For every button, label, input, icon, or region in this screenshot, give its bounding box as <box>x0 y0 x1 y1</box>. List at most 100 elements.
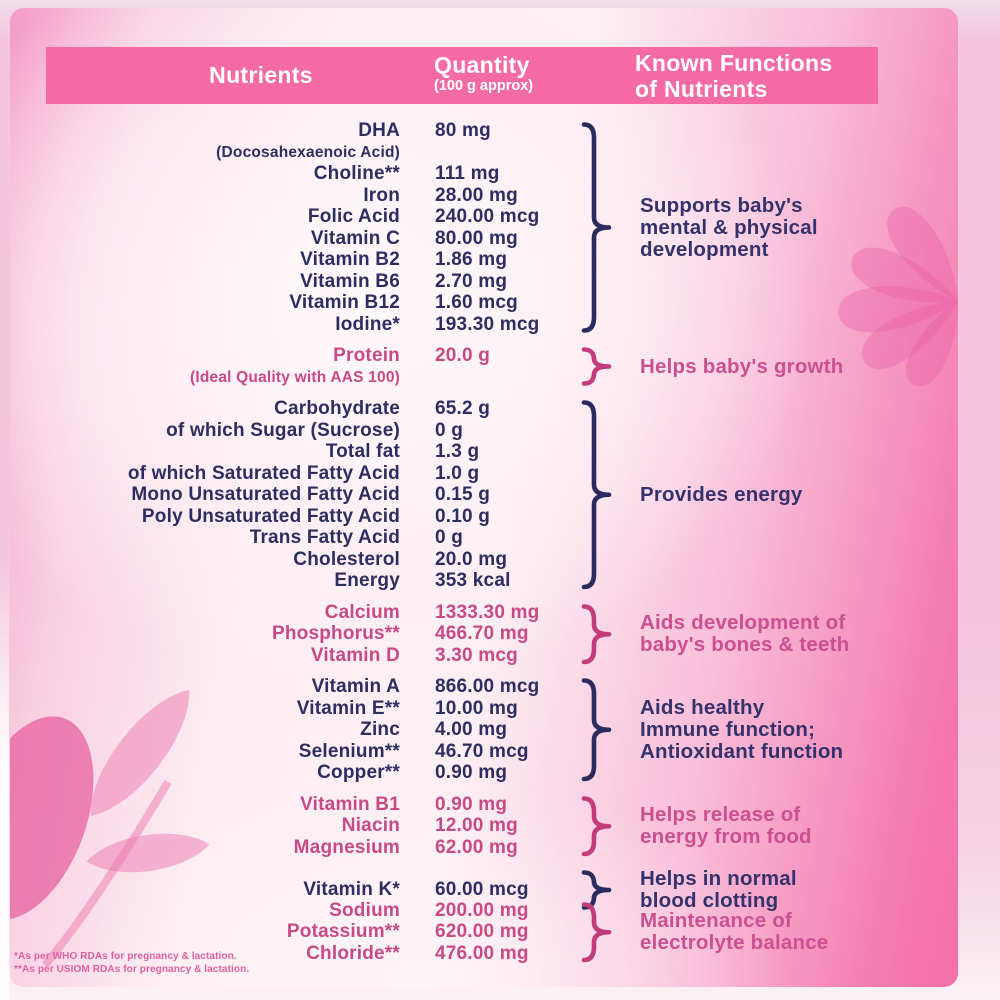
nutrient-name: Folic Acid <box>307 206 400 227</box>
nutrient-name: Vitamin E** <box>296 697 400 719</box>
nutrient-groups: DHA (Docosahexaenoic Acid) Choline** Iron Fo… <box>0 120 1000 964</box>
nutrient-qty: 80 mg <box>435 120 491 141</box>
nutrient-name: Copper** <box>317 762 400 783</box>
function-line: baby's bones & teeth <box>640 632 850 656</box>
nutrient-group: Calcium Phosphorus** Vitamin D 1333.30 mg 46… <box>0 602 1000 667</box>
nutrient-name: Niacin <box>341 815 400 836</box>
nutrient-qty: 0 g <box>435 419 464 441</box>
nutrient-group: Protein (Ideal Quality with AAS 100) 20.0 … <box>0 345 1000 388</box>
nutrient-qty: 0.10 g <box>435 505 491 527</box>
nutrient-qty: 240.00 mcg <box>435 206 540 227</box>
nutrient-group: DHA (Docosahexaenoic Acid) Choline** Iron Fo… <box>0 120 1000 335</box>
nutrient-qty-column: 866.00 mcg 10.00 mg 4.00 mg 46.70 mcg 0.90 m… <box>400 676 550 784</box>
nutrient-qty: 353 kcal <box>435 570 511 591</box>
nutrient-qty: 20.0 mg <box>435 548 508 570</box>
nutrient-qty: 0.90 mg <box>435 762 508 783</box>
nutrient-name: Protein <box>333 345 400 366</box>
nutrient-qty: 1.0 g <box>435 462 480 484</box>
nutrient-qty: 1.60 mcg <box>435 292 518 313</box>
nutrient-group: Carbohydrate of which Sugar (Sucrose) Tota… <box>0 398 1000 592</box>
nutrient-name-column: Carbohydrate of which Sugar (Sucrose) Tota… <box>0 398 400 592</box>
function-line: blood clotting <box>640 889 779 912</box>
nutrient-name: Iodine* <box>335 313 400 335</box>
nutrient-name: Iron <box>363 184 400 206</box>
brace-cell <box>550 901 625 962</box>
nutrient-name: Total fat <box>325 441 400 462</box>
header-functions-line2: of Nutrients <box>635 76 768 102</box>
header-quantity-basis: (100 g approx) <box>434 78 534 94</box>
nutrient-group: Vitamin A Vitamin E** Zinc Selenium** Copper… <box>0 676 1000 784</box>
header-quantity-label: Quantity <box>434 52 530 78</box>
function-text: Helps release of energy from food <box>625 802 1000 848</box>
footnote-usiom: **As per USIOM RDAs for pregnancy & lact… <box>14 964 250 975</box>
nutrient-name: Phosphorus** <box>271 623 400 644</box>
nutrient-name-column: Vitamin K* <box>0 879 400 901</box>
function-text: Helps in normal blood clotting <box>625 868 1000 912</box>
brace-cell <box>550 870 625 910</box>
nutrient-qty: 200.00 mg <box>435 899 529 921</box>
nutrient-name: Poly Unsaturated Fatty Acid <box>141 505 400 527</box>
nutrient-qty: 65.2 g <box>435 398 491 419</box>
nutrient-qty: 62.00 mg <box>435 836 518 858</box>
nutrient-name: of which Saturated Fatty Acid <box>127 462 400 484</box>
nutrient-name: Carbohydrate <box>274 398 400 419</box>
nutrient-qty: 1.86 mg <box>435 249 508 270</box>
nutrient-qty <box>435 367 550 389</box>
nutrient-qty <box>435 142 550 164</box>
nutrient-qty: 620.00 mg <box>435 921 529 942</box>
nutrient-qty-column: 60.00 mcg <box>400 879 550 901</box>
nutrient-group: Vitamin B1 Niacin Magnesium 0.90 mg 12.00 mg… <box>0 794 1000 859</box>
function-line: electrolyte balance <box>640 930 829 954</box>
nutrient-qty: 193.30 mcg <box>435 313 540 335</box>
footnote-who: *As per WHO RDAs for pregnancy & lactati… <box>14 951 237 962</box>
nutrient-name: Mono Unsaturated Fatty Acid <box>131 484 400 505</box>
nutrient-qty: 12.00 mg <box>435 815 518 836</box>
brace-cell <box>550 400 625 590</box>
brace-cell <box>550 795 625 856</box>
nutrient-name: Choline** <box>313 163 400 184</box>
function-text: Aids healthy Immune function; Antioxidant … <box>625 695 1000 763</box>
nutrient-name: Energy <box>334 570 400 591</box>
nutrient-qty: 4.00 mg <box>435 719 508 740</box>
nutrient-name: of which Sugar (Sucrose) <box>166 419 400 441</box>
function-line: Helps in normal <box>640 867 797 890</box>
nutrient-name: Vitamin B6 <box>300 270 400 292</box>
nutrient-qty: 1333.30 mg <box>435 601 540 623</box>
nutrient-qty-column: 200.00 mg 620.00 mg 476.00 mg <box>400 900 550 965</box>
nutrient-name: Cholesterol <box>293 548 400 570</box>
curly-brace-icon <box>581 901 612 962</box>
nutrient-name: Vitamin K* <box>303 879 400 901</box>
nutrient-qty-column: 20.0 g <box>400 345 550 388</box>
nutrient-name-column: Calcium Phosphorus** Vitamin D <box>0 602 400 667</box>
nutrient-name: (Ideal Quality with AAS 100) <box>189 368 400 386</box>
nutrient-qty: 46.70 mcg <box>435 740 529 762</box>
function-line: Helps release of <box>640 802 801 826</box>
curly-brace-icon <box>581 603 612 664</box>
nutrient-qty-column: 80 mg 111 mg 28.00 mg 240.00 mcg 80.00 mg 1.… <box>400 120 550 335</box>
curly-brace-icon <box>581 347 612 386</box>
nutrient-group: Vitamin K* 60.00 mcg Helps in normal blood … <box>0 868 1000 912</box>
nutrient-qty: 466.70 mg <box>435 623 529 644</box>
nutrient-qty: 0.90 mg <box>435 793 508 815</box>
function-line: Aids healthy <box>640 695 765 719</box>
brace-cell <box>550 122 625 333</box>
nutrient-name: Magnesium <box>293 836 400 858</box>
nutrient-name: Zinc <box>360 719 400 740</box>
brace-cell <box>550 603 625 664</box>
label-card: Nutrients Quantity (100 g approx) Known … <box>10 8 958 987</box>
nutrient-qty: 10.00 mg <box>435 697 518 719</box>
nutrient-name: Trans Fatty Acid <box>249 527 400 548</box>
function-line: Immune function; <box>640 717 816 741</box>
nutrient-qty: 60.00 mcg <box>435 879 529 901</box>
function-text: Supports baby's mental & physical developm… <box>625 194 1000 261</box>
function-line: Aids development of <box>640 610 846 634</box>
nutrient-qty: 2.70 mg <box>435 270 508 292</box>
nutrient-qty: 111 mg <box>435 163 500 184</box>
table-header: Nutrients Quantity (100 g approx) Known … <box>46 47 878 104</box>
nutrient-name: Potassium** <box>286 921 400 942</box>
nutrient-qty-column: 0.90 mg 12.00 mg 62.00 mg <box>400 794 550 859</box>
brace-cell <box>550 347 625 386</box>
curly-brace-icon <box>581 795 612 856</box>
function-text: Provides energy <box>625 483 1000 506</box>
